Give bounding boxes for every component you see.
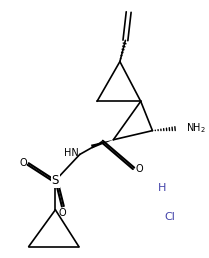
Text: H: H <box>158 183 166 193</box>
Text: O: O <box>58 208 66 219</box>
Text: O: O <box>19 158 27 168</box>
Text: NH$_2$: NH$_2$ <box>186 122 206 135</box>
Text: O: O <box>136 164 143 174</box>
Polygon shape <box>91 140 113 148</box>
Text: Cl: Cl <box>164 212 175 222</box>
Text: HN: HN <box>64 148 79 158</box>
Text: S: S <box>52 174 59 187</box>
